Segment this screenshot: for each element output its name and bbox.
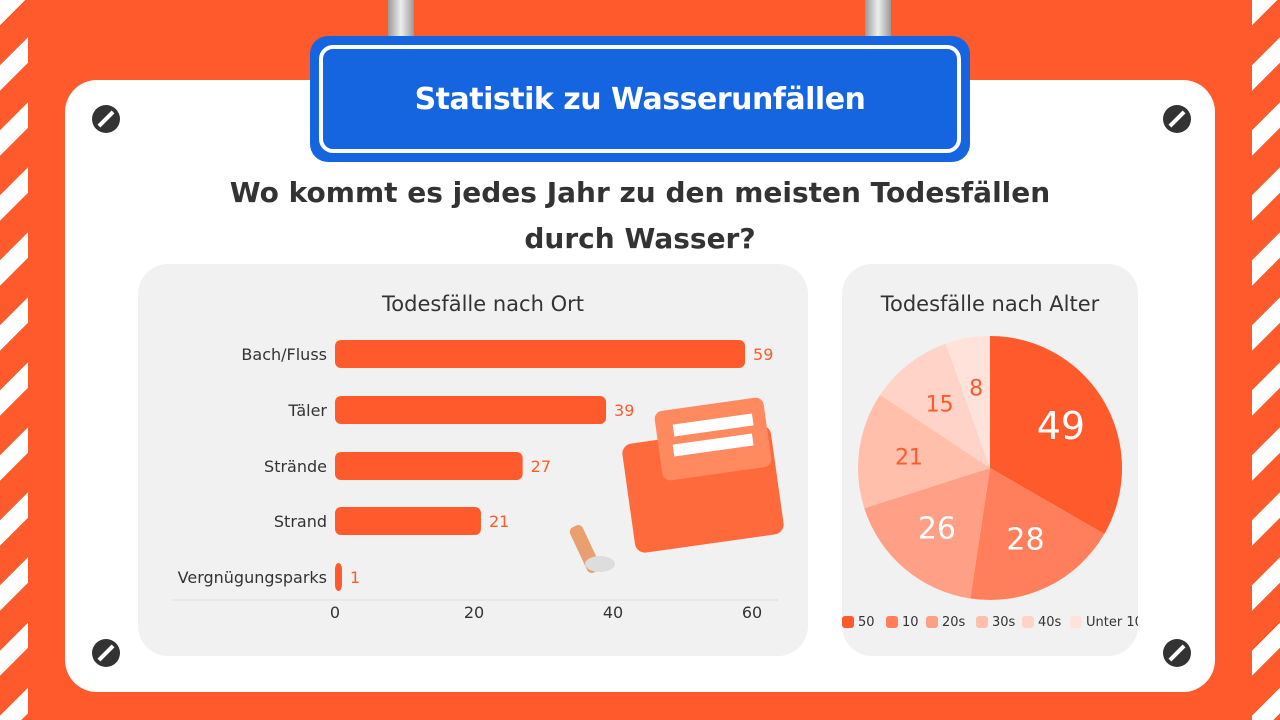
x-tick-label: 40	[603, 603, 623, 622]
right-stripes	[1252, 0, 1280, 720]
bar-chart-title: Todesfälle nach Ort	[382, 292, 584, 316]
hanging-pole	[865, 0, 891, 40]
bar-chart-panel: Todesfälle nach Ort Bach/Fluss 59 Täler 39 S…	[138, 264, 808, 656]
pie-slice	[990, 336, 1122, 534]
legend-label: 20s	[942, 615, 966, 630]
legend-label: 40s	[1038, 615, 1062, 630]
bar-category-label: Täler	[287, 401, 327, 420]
legend-swatch	[976, 616, 988, 628]
legend-swatch	[1070, 616, 1082, 628]
pie-value-label: 21	[895, 446, 923, 471]
bar	[335, 396, 607, 424]
pie-slice	[858, 394, 990, 509]
bar-category-label: Bach/Fluss	[241, 345, 327, 364]
bar-value-label: 59	[753, 345, 773, 364]
hanging-pole	[388, 0, 414, 40]
pie-value-label: 28	[1006, 523, 1044, 558]
legend-label: 30s	[992, 615, 1016, 630]
screw-icon	[1163, 639, 1191, 667]
bar	[335, 452, 523, 480]
legend-swatch	[886, 616, 898, 628]
pie-value-label: 15	[926, 392, 954, 417]
pie-slice	[945, 336, 990, 468]
toolbox-illustration	[569, 397, 784, 573]
screw-icon	[1163, 105, 1191, 133]
legend-swatch	[926, 616, 938, 628]
pie-slice	[970, 468, 1105, 600]
bar	[335, 507, 481, 535]
pie-slice	[864, 468, 990, 599]
bar-category-label: Strände	[264, 457, 327, 476]
pie-slice	[880, 343, 990, 468]
legend-swatch	[1022, 616, 1034, 628]
bar	[335, 340, 746, 368]
bar-chart: Bach/Fluss 59 Täler 39 Strände 27 Strand 21 Verg…	[173, 340, 784, 622]
banner-title: Statistik zu Wasserunfällen	[319, 45, 961, 153]
bar-value-label: 1	[350, 568, 360, 587]
pie-chart-panel: Todesfälle nach Alter 49 28 26 21 15 8 50 10 20s…	[842, 264, 1138, 656]
legend-label: 10	[902, 615, 919, 630]
question-heading: Wo kommt es jedes Jahr zu den meisten To…	[229, 176, 1051, 255]
bar	[335, 563, 342, 591]
pie-value-label: 49	[1037, 404, 1085, 448]
legend-label: Unter 10	[1086, 615, 1138, 630]
legend-swatch	[842, 616, 854, 628]
title-banner: Statistik zu Wasserunfällen	[310, 36, 970, 162]
bar-category-label: Strand	[274, 512, 327, 531]
pie-value-label: 26	[918, 511, 956, 546]
bar-value-label: 39	[614, 401, 634, 420]
x-tick-label: 20	[464, 603, 484, 622]
screw-icon	[92, 105, 120, 133]
pie-value-label: 8	[969, 376, 983, 401]
legend-label: 50	[858, 615, 875, 630]
x-tick-label: 0	[330, 603, 340, 622]
pie-chart: 49 28 26 21 15 8 50 10 20s 30s 40s Unter 10	[842, 336, 1138, 630]
screw-icon	[92, 639, 120, 667]
x-tick-label: 60	[742, 603, 762, 622]
pie-chart-title: Todesfälle nach Alter	[880, 292, 1100, 316]
bar-value-label: 21	[489, 512, 509, 531]
bar-value-label: 27	[531, 457, 551, 476]
left-stripes	[0, 0, 28, 720]
bar-category-label: Vergnügungsparks	[178, 568, 327, 587]
